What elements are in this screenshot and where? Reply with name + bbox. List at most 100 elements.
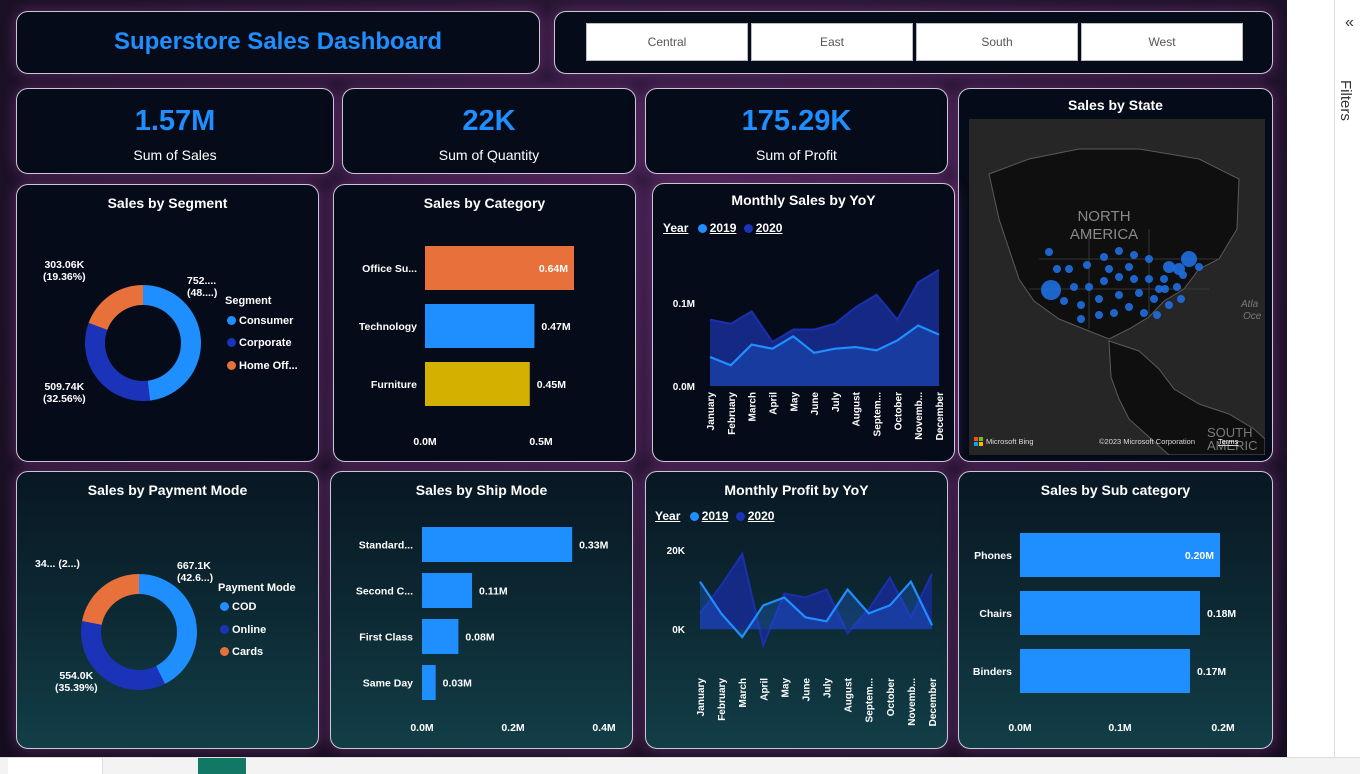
state-sales-bubble[interactable] bbox=[1195, 263, 1203, 271]
page-tab-2[interactable] bbox=[104, 758, 196, 774]
add-page-button[interactable] bbox=[198, 758, 246, 774]
state-sales-bubble[interactable] bbox=[1100, 277, 1108, 285]
state-sales-bubble[interactable] bbox=[1179, 271, 1187, 279]
slicer-central[interactable]: Central bbox=[586, 23, 748, 61]
state-sales-bubble[interactable] bbox=[1153, 311, 1161, 319]
legend-cards[interactable]: Cards bbox=[220, 646, 263, 658]
collapse-chevron-icon[interactable]: « bbox=[1345, 14, 1354, 31]
state-sales-bubble[interactable] bbox=[1100, 253, 1108, 261]
category-card[interactable]: Sales by Category Office Su... 0.64M Techn… bbox=[333, 184, 636, 462]
state-sales-bubble[interactable] bbox=[1177, 295, 1185, 303]
line-2019[interactable] bbox=[709, 324, 940, 367]
state-sales-bubble[interactable] bbox=[1095, 311, 1103, 319]
legend-2019[interactable]: 2019 bbox=[697, 221, 736, 235]
donut-slice-corporate[interactable] bbox=[84, 322, 151, 401]
state-sales-bubble[interactable] bbox=[1115, 291, 1123, 299]
state-sales-bubble[interactable] bbox=[1095, 295, 1103, 303]
legend-2019[interactable]: 2019 bbox=[689, 509, 728, 523]
slicer-east[interactable]: East bbox=[751, 23, 913, 61]
state-sales-bubble[interactable] bbox=[1163, 261, 1175, 273]
state-sales-bubble[interactable] bbox=[1160, 275, 1168, 283]
state-sales-bubble[interactable] bbox=[1130, 275, 1138, 283]
state-sales-bubble[interactable] bbox=[1083, 261, 1091, 269]
subcategory-card[interactable]: Sales by Sub category Phones 0.20M Chairs 0… bbox=[958, 471, 1273, 749]
map-terms-link[interactable]: Terms bbox=[1218, 437, 1239, 446]
state-sales-bubble[interactable] bbox=[1125, 263, 1133, 271]
state-sales-bubble[interactable] bbox=[1065, 265, 1073, 273]
state-sales-bubble[interactable] bbox=[1155, 285, 1163, 293]
state-sales-bubble[interactable] bbox=[1045, 248, 1053, 256]
area-2020[interactable] bbox=[710, 270, 939, 386]
ship-card[interactable]: Sales by Ship Mode Standard... 0.33M Secon… bbox=[330, 471, 633, 749]
legend-2020[interactable]: 2020 bbox=[735, 509, 774, 523]
donut-slice-cod[interactable] bbox=[139, 574, 197, 684]
page-tab-1[interactable] bbox=[8, 758, 103, 774]
legend-home-office[interactable]: Home Off... bbox=[227, 360, 298, 372]
filters-pane-label[interactable]: Filters bbox=[1337, 80, 1354, 121]
state-sales-bubble[interactable] bbox=[1181, 251, 1197, 267]
kpi-quantity-card[interactable]: 22K Sum of Quantity bbox=[342, 88, 636, 174]
map-card[interactable]: Sales by State NORTH AMERICA Atla Oce SO… bbox=[958, 88, 1273, 462]
state-sales-bubble[interactable] bbox=[1161, 285, 1169, 293]
state-sales-bubble[interactable] bbox=[1145, 255, 1153, 263]
slicer-west[interactable]: West bbox=[1081, 23, 1243, 61]
kpi-sales-card[interactable]: 1.57M Sum of Sales bbox=[16, 88, 334, 174]
monthly-sales-area-chart[interactable]: 0.1M 0.0M January February March April May June… bbox=[653, 242, 956, 462]
legend-cod[interactable]: COD bbox=[220, 601, 256, 613]
state-sales-bubble[interactable] bbox=[1077, 301, 1085, 309]
donut-slice-home-off-[interactable] bbox=[88, 285, 143, 330]
bar-phones[interactable] bbox=[1020, 533, 1220, 577]
line-2019[interactable] bbox=[699, 579, 933, 639]
bar-office-su-[interactable] bbox=[425, 246, 574, 290]
map-svg[interactable]: NORTH AMERICA Atla Oce SOUTH AMERIC Micr… bbox=[969, 119, 1265, 455]
state-sales-bubble[interactable] bbox=[1053, 265, 1061, 273]
category-bar-chart[interactable]: Office Su... 0.64M Technology 0.47M Furnitur… bbox=[334, 215, 637, 455]
state-sales-bubble[interactable] bbox=[1150, 295, 1158, 303]
state-sales-bubble[interactable] bbox=[1145, 275, 1153, 283]
monthly-sales-card[interactable]: Monthly Sales by YoY Year 2019 2020 0.1M… bbox=[652, 183, 955, 462]
state-sales-bubble[interactable] bbox=[1125, 303, 1133, 311]
state-sales-bubble[interactable] bbox=[1110, 309, 1118, 317]
donut-slice-online[interactable] bbox=[81, 621, 165, 690]
donut-slice-consumer[interactable] bbox=[143, 285, 201, 401]
legend-2020[interactable]: 2020 bbox=[743, 221, 782, 235]
segment-donut-chart[interactable] bbox=[73, 273, 213, 413]
ship-mode-bar-chart[interactable]: Standard... 0.33M Second C... 0.11M First Cl… bbox=[331, 502, 634, 742]
legend-online[interactable]: Online bbox=[220, 624, 266, 636]
sales-bubbles[interactable] bbox=[1041, 247, 1203, 323]
state-sales-bubble[interactable] bbox=[1105, 265, 1113, 273]
monthly-profit-card[interactable]: Monthly Profit by YoY Year 2019 2020 20K… bbox=[645, 471, 948, 749]
area-2019[interactable] bbox=[700, 581, 932, 638]
kpi-profit-card[interactable]: 175.29K Sum of Profit bbox=[645, 88, 948, 174]
bar-chairs[interactable] bbox=[1020, 591, 1200, 635]
bar-standard-[interactable] bbox=[422, 527, 573, 562]
state-sales-bubble[interactable] bbox=[1041, 280, 1061, 300]
state-sales-bubble[interactable] bbox=[1165, 301, 1173, 309]
bar-binders[interactable] bbox=[1020, 649, 1190, 693]
area-2019[interactable] bbox=[710, 325, 939, 386]
state-sales-bubble[interactable] bbox=[1077, 315, 1085, 323]
legend-corporate[interactable]: Corporate bbox=[227, 337, 292, 349]
state-sales-bubble[interactable] bbox=[1070, 283, 1078, 291]
state-sales-bubble[interactable] bbox=[1135, 289, 1143, 297]
state-sales-bubble[interactable] bbox=[1173, 283, 1181, 291]
bar-technology[interactable] bbox=[425, 304, 535, 348]
monthly-profit-area-chart[interactable]: 20K 0K January February March April May June Jul… bbox=[646, 528, 949, 748]
payment-card[interactable]: Sales by Payment Mode 34... (2...) 667.1… bbox=[16, 471, 319, 749]
segment-card[interactable]: Sales by Segment 303.06K (19.36%) 752...… bbox=[16, 184, 319, 462]
state-sales-bubble[interactable] bbox=[1115, 273, 1123, 281]
area-2020[interactable] bbox=[700, 553, 932, 646]
state-sales-bubble[interactable] bbox=[1085, 283, 1093, 291]
bar-first-class[interactable] bbox=[422, 619, 459, 654]
state-sales-bubble[interactable] bbox=[1115, 247, 1123, 255]
legend-consumer[interactable]: Consumer bbox=[227, 315, 293, 327]
bar-furniture[interactable] bbox=[425, 362, 530, 406]
line-2020[interactable] bbox=[699, 551, 933, 649]
state-sales-bubble[interactable] bbox=[1130, 251, 1138, 259]
subcategory-bar-chart[interactable]: Phones 0.20M Chairs 0.18M Binders 0.17M 0.0M 0.… bbox=[959, 502, 1274, 742]
state-sales-bubble[interactable] bbox=[1060, 297, 1068, 305]
bar-same-day[interactable] bbox=[422, 665, 436, 700]
line-2020[interactable] bbox=[709, 269, 940, 344]
state-sales-bubble[interactable] bbox=[1140, 309, 1148, 317]
bar-second-c-[interactable] bbox=[422, 573, 473, 608]
